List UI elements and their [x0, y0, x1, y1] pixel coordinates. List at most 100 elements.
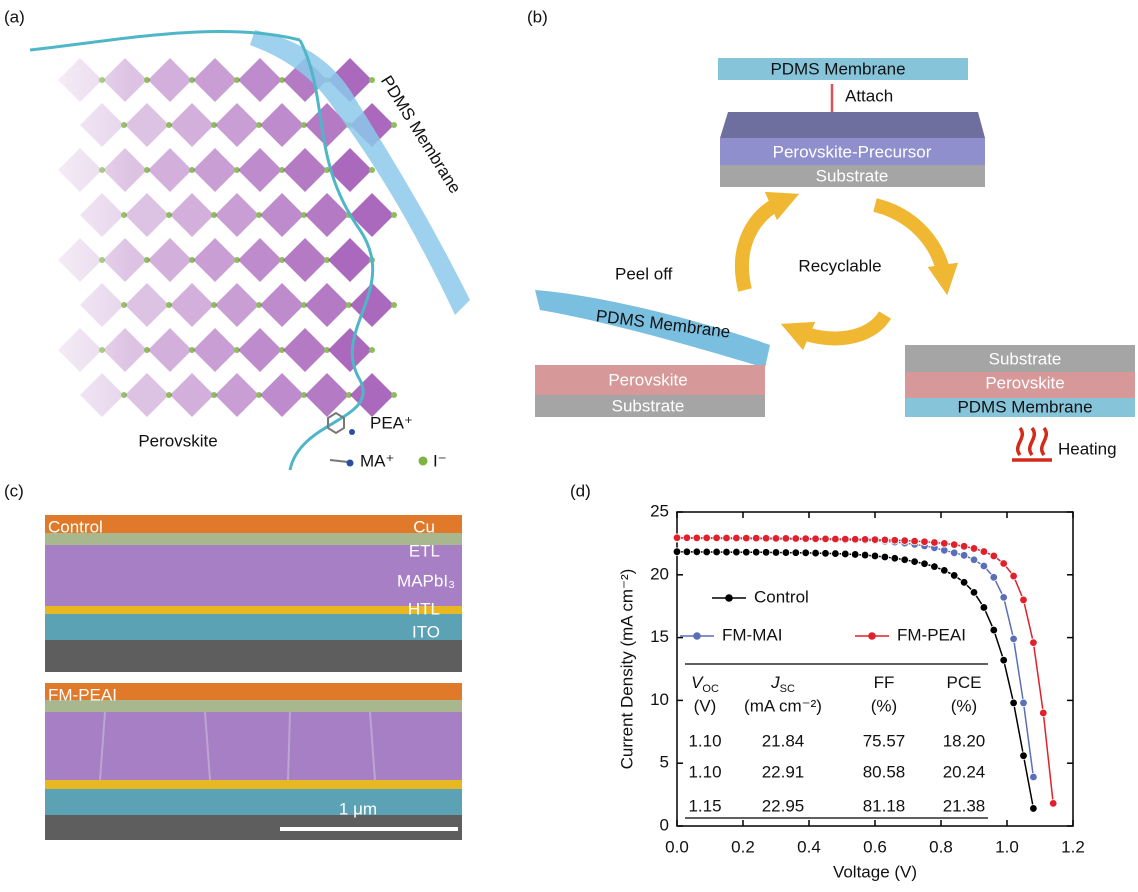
data-point: [1039, 708, 1048, 718]
data-point: [989, 573, 998, 582]
interface-line: [288, 39, 375, 471]
data-point: [761, 534, 771, 543]
table-unit: (V): [694, 696, 717, 715]
cycle-arrow: [780, 310, 891, 351]
data-point: [851, 535, 860, 544]
data-point: [999, 559, 1008, 568]
legend-pea: PEA⁺: [370, 413, 413, 432]
peeled-membrane: [535, 290, 770, 368]
data-point: [920, 537, 929, 546]
ma-icon: [329, 459, 354, 467]
data-point: [1029, 638, 1038, 647]
stack-text: PDMS Membrane: [957, 397, 1092, 416]
data-point: [860, 535, 870, 544]
header-symbol: V: [691, 673, 704, 692]
data-point: [672, 547, 682, 556]
data-point: [1009, 698, 1018, 708]
table-header: JSC: [770, 673, 795, 694]
layer-label: ITO: [412, 622, 440, 641]
stack-text: Perovskite: [608, 370, 687, 389]
stack-text: PDMS Membrane: [770, 59, 905, 78]
y-tick-label: 5: [660, 753, 669, 772]
data-point: [831, 549, 840, 558]
legend-marker: [725, 594, 733, 602]
sample-tag: FM-PEAI: [48, 685, 117, 704]
data-point: [860, 550, 870, 560]
data-point: [969, 555, 979, 564]
data-point: [950, 571, 959, 580]
table-header: FF: [874, 673, 895, 692]
table-unit: (%): [951, 696, 977, 715]
data-point: [890, 554, 899, 563]
data-point: [692, 547, 701, 557]
perovskite-label: Perovskite: [138, 431, 217, 450]
data-point: [959, 578, 969, 587]
x-tick-label: 0.4: [797, 837, 821, 856]
cycle-arrow: [734, 191, 800, 292]
panel-label: (a): [4, 7, 25, 26]
pea-icon: [327, 411, 355, 435]
data-point: [969, 588, 979, 597]
x-tick-label: 0.8: [929, 837, 953, 856]
data-point: [950, 548, 959, 558]
y-tick-label: 0: [660, 815, 669, 834]
table-header: VOC: [691, 673, 719, 694]
data-point: [999, 593, 1008, 602]
data-point: [702, 533, 711, 543]
x-tick-label: 0.0: [665, 837, 689, 856]
data-point: [781, 548, 791, 557]
stack-text: Perovskite-Precursor: [773, 142, 932, 161]
table-cell: 22.91: [762, 762, 805, 781]
header-symbol: J: [770, 673, 780, 692]
data-point: [742, 533, 751, 543]
iodide: [391, 122, 397, 128]
data-point: [900, 536, 909, 545]
table-unit: (%): [871, 696, 897, 715]
data-point: [682, 547, 692, 557]
y-tick-label: 25: [650, 501, 669, 520]
table-cell: 21.84: [762, 731, 805, 750]
data-point: [851, 550, 860, 559]
x-tick-label: 1.0: [995, 837, 1019, 856]
layer-label: Cu: [413, 517, 435, 536]
table-cell: 1.10: [688, 731, 721, 750]
data-point: [910, 557, 919, 566]
panel-label: (c): [4, 481, 24, 500]
data-point: [692, 533, 701, 543]
sem-image: [45, 515, 462, 672]
data-point: [752, 533, 761, 543]
slab: [535, 395, 765, 417]
data-point: [791, 548, 800, 557]
data-point: [742, 547, 751, 557]
data-point: [930, 562, 939, 571]
interface-line: [29, 29, 301, 52]
legend-marker: [868, 632, 876, 640]
table-header: PCE: [947, 673, 982, 692]
stack-text: Substrate: [612, 396, 685, 415]
data-point: [1019, 751, 1028, 760]
x-tick-label: 1.2: [1061, 837, 1085, 856]
data-point: [940, 539, 949, 548]
data-point: [712, 533, 721, 543]
data-point: [771, 548, 781, 557]
data-point: [900, 555, 909, 564]
data-point: [811, 534, 820, 543]
data-point: [1009, 571, 1018, 581]
x-tick-label: 0.6: [863, 837, 887, 856]
data-point: [950, 540, 959, 549]
y-tick-label: 15: [650, 627, 669, 646]
data-point: [969, 544, 979, 553]
data-point: [920, 559, 929, 568]
sample-tag: Control: [48, 517, 103, 536]
scale-label: 1 μm: [339, 799, 377, 818]
data-point: [880, 535, 890, 545]
data-point: [989, 551, 998, 561]
slab: [905, 398, 1135, 417]
header-subscript: OC: [702, 683, 719, 695]
data-point: [910, 536, 919, 546]
table-cell: 80.58: [863, 762, 906, 781]
data-point: [870, 551, 880, 561]
peel-label: Peel off: [615, 264, 673, 283]
data-point: [1048, 799, 1058, 808]
